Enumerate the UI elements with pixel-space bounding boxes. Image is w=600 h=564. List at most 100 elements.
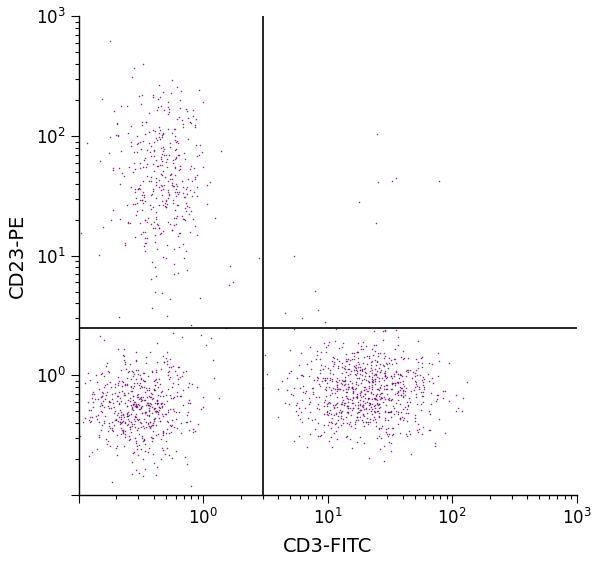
Point [343, 403, 353, 412]
Point [180, 215, 190, 224]
Point [165, 404, 175, 413]
Point [127, 367, 137, 376]
Point [286, 366, 296, 375]
Point [166, 169, 176, 178]
Point [353, 347, 362, 356]
Point [157, 156, 167, 165]
Point [350, 369, 359, 378]
Point [115, 418, 125, 427]
Point [122, 380, 131, 389]
Point [124, 388, 133, 397]
Point [83, 398, 92, 407]
Point [123, 129, 133, 138]
Point [329, 411, 339, 420]
Point [88, 388, 97, 397]
Point [104, 397, 113, 406]
Point [313, 374, 322, 383]
Point [398, 416, 408, 425]
Point [352, 415, 361, 424]
Point [172, 447, 181, 456]
Point [341, 384, 350, 393]
Point [302, 442, 312, 451]
Point [108, 205, 118, 214]
Point [348, 399, 358, 408]
Point [139, 434, 148, 443]
Point [304, 399, 314, 408]
Point [188, 112, 198, 121]
Point [148, 393, 158, 402]
Point [340, 400, 349, 409]
Point [104, 396, 113, 405]
Point [403, 408, 413, 417]
Point [372, 434, 382, 443]
Point [405, 398, 415, 407]
Point [146, 347, 155, 356]
Point [129, 378, 139, 387]
Point [154, 407, 163, 416]
Point [395, 386, 405, 395]
Point [148, 434, 158, 443]
X-axis label: CD3-FITC: CD3-FITC [283, 537, 373, 556]
Point [155, 417, 164, 426]
Point [149, 385, 159, 394]
Point [313, 399, 323, 408]
Point [205, 177, 215, 186]
Point [134, 468, 144, 477]
Point [125, 434, 135, 443]
Point [346, 366, 356, 375]
Point [180, 452, 190, 461]
Point [316, 347, 325, 356]
Point [395, 369, 404, 378]
Point [427, 374, 437, 383]
Point [134, 389, 143, 398]
Point [434, 177, 443, 186]
Point [136, 382, 145, 391]
Point [127, 386, 136, 395]
Point [107, 425, 116, 434]
Point [96, 426, 106, 435]
Point [179, 192, 188, 201]
Point [412, 355, 421, 364]
Point [100, 394, 110, 403]
Point [117, 168, 127, 177]
Point [130, 188, 139, 197]
Point [391, 325, 400, 334]
Point [305, 398, 315, 407]
Point [113, 391, 122, 400]
Point [165, 142, 175, 151]
Point [388, 402, 398, 411]
Point [356, 393, 366, 402]
Point [364, 376, 373, 385]
Point [403, 367, 413, 376]
Point [301, 404, 310, 413]
Point [187, 320, 196, 329]
Point [360, 390, 370, 399]
Point [352, 438, 362, 447]
Point [347, 383, 356, 392]
Point [156, 387, 166, 396]
Point [357, 366, 367, 375]
Point [146, 400, 156, 409]
Point [323, 364, 333, 373]
Point [128, 395, 138, 404]
Point [364, 394, 373, 403]
Point [115, 420, 124, 429]
Point [440, 387, 450, 396]
Point [154, 201, 163, 210]
Point [121, 417, 130, 426]
Point [133, 198, 142, 207]
Point [121, 360, 130, 369]
Point [131, 412, 140, 421]
Point [322, 373, 331, 382]
Point [149, 376, 159, 385]
Point [371, 408, 380, 417]
Point [343, 395, 352, 404]
Point [139, 188, 148, 197]
Point [326, 433, 336, 442]
Point [145, 423, 154, 432]
Point [157, 387, 167, 396]
Point [106, 424, 115, 433]
Point [131, 422, 140, 431]
Point [188, 424, 198, 433]
Point [342, 432, 352, 441]
